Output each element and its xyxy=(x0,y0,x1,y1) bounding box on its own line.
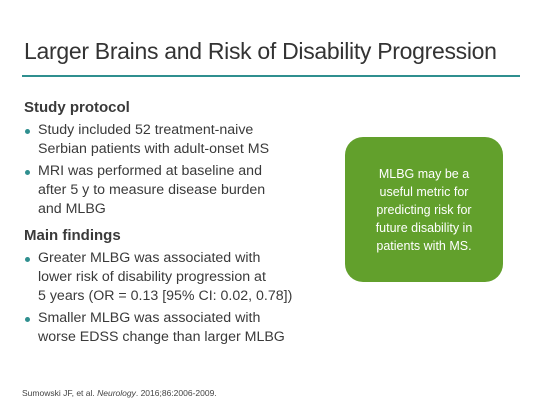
bullet-line: Greater MLBG was associated with xyxy=(38,250,261,266)
callout-line: MLBG may be a xyxy=(378,166,470,181)
bullet-line: and MLBG xyxy=(38,201,106,217)
bullet-line: after 5 y to measure disease burden xyxy=(38,182,266,198)
slide-title: Larger Brains and Risk of Disability Pro… xyxy=(24,38,497,64)
bullet-line: Study included 52 treatment-naive xyxy=(38,122,254,138)
bullet-dot xyxy=(25,317,30,322)
slide-body: Study protocol Study included 52 treatmen… xyxy=(24,97,334,347)
section-heading: Main findings xyxy=(24,227,121,244)
bullet-dot xyxy=(25,170,30,175)
bullet-line: Serbian patients with adult-onset MS xyxy=(38,141,270,157)
bullet-dot xyxy=(25,129,30,134)
citation-details: . 2016;86:2006-2009. xyxy=(135,388,217,398)
bullet-line: worse EDSS change than larger MLBG xyxy=(38,329,285,345)
citation-authors: Sumowski JF, et al. xyxy=(22,388,98,398)
callout-line: predicting risk for xyxy=(376,202,472,217)
bullet-item: Greater MLBG was associated with lower ri… xyxy=(24,249,334,306)
bullet-item: Study included 52 treatment-naive Serbian… xyxy=(24,121,334,159)
bullet-item: Smaller MLBG was associated with worse ED… xyxy=(24,309,334,347)
citation: Sumowski JF, et al. Neurology. 2016;86:2… xyxy=(22,388,217,398)
section-heading: Study protocol xyxy=(24,99,130,116)
bullet-line: 5 years (OR = 0.13 [95% CI: 0.02, 0.78]) xyxy=(38,288,293,304)
callout-line: useful metric for xyxy=(379,184,469,199)
bullet-dot xyxy=(25,257,30,262)
bullet-line: MRI was performed at baseline and xyxy=(38,163,262,179)
callout-line: future disability in xyxy=(375,220,473,235)
bullet-line: lower risk of disability progression at xyxy=(38,269,266,285)
title-rule xyxy=(22,75,520,77)
bullet-line: Smaller MLBG was associated with xyxy=(38,310,261,326)
citation-journal: Neurology xyxy=(97,388,136,398)
bullet-item: MRI was performed at baseline and after 5… xyxy=(24,162,334,219)
callout-line: patients with MS. xyxy=(376,238,472,253)
callout-box: MLBG may be a useful metric for predicting… xyxy=(345,137,503,282)
